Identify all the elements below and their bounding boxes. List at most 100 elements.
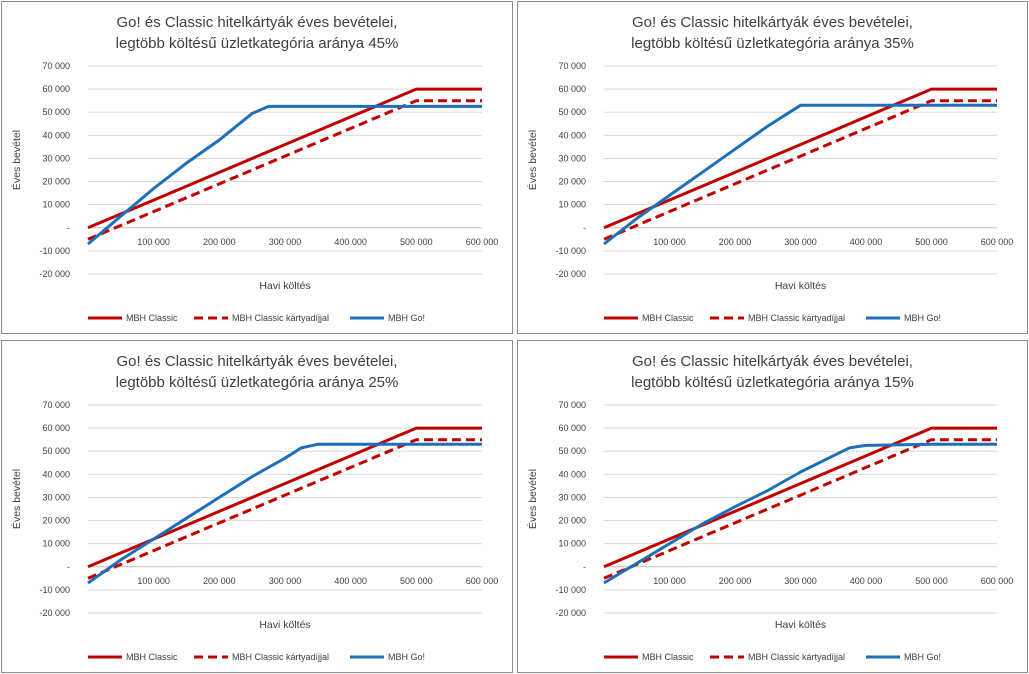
y-tick-label: 50 000 [42,107,70,117]
x-tick-label: 600 000 [981,237,1014,247]
y-tick-label: -20 000 [555,269,586,279]
y-tick-label: 50 000 [558,446,586,456]
y-tick-label: -10 000 [555,585,586,595]
y-tick-label: 40 000 [558,469,586,479]
y-axis-label: Éves bevétel [10,469,23,529]
x-tick-label: 500 000 [915,576,948,586]
chart-svg: Go! és Classic hitelkártyák éves bevétel… [10,353,499,662]
y-tick-label: 10 000 [42,539,70,549]
x-tick-label: 400 000 [850,576,883,586]
legend-label-classic-fee: MBH Classic kártyadíjjal [232,652,329,662]
y-tick-label: - [67,562,70,572]
x-tick-label: 100 000 [653,237,686,247]
x-tick-label: 100 000 [137,576,170,586]
y-tick-label: 60 000 [42,84,70,94]
x-tick-label: 500 000 [400,576,433,586]
x-tick-label: 100 000 [653,576,686,586]
chart-panel-25: Go! és Classic hitelkártyák éves bevétel… [1,340,513,673]
y-tick-label: - [583,562,586,572]
y-tick-label: -10 000 [39,246,70,256]
y-tick-label: 60 000 [558,423,586,433]
y-tick-label: 10 000 [558,539,586,549]
y-axis-label: Éves bevétel [526,469,539,529]
series-line-classic-fee [87,438,482,580]
y-tick-label: 70 000 [558,61,586,71]
chart-title-line1: Go! és Classic hitelkártyák éves bevétel… [632,14,913,31]
y-tick-label: 30 000 [42,153,70,163]
y-tick-label: -10 000 [39,585,70,595]
legend-label-classic: MBH Classic [642,652,694,662]
series-line-classic [87,87,482,230]
chart-title-line1: Go! és Classic hitelkártyák éves bevétel… [117,14,398,31]
y-tick-label: 30 000 [558,153,586,163]
chart-title-line1: Go! és Classic hitelkártyák éves bevétel… [632,353,913,370]
x-tick-label: 300 000 [784,237,817,247]
series-line-go [87,442,482,585]
legend-label-classic: MBH Classic [126,652,178,662]
x-tick-label: 300 000 [269,576,302,586]
legend-label-classic: MBH Classic [126,313,178,323]
y-axis-label: Éves bevétel [10,130,23,190]
series-line-classic [603,426,997,569]
y-tick-label: -20 000 [39,608,70,618]
y-tick-label: - [67,223,70,233]
y-tick-label: 70 000 [42,61,70,71]
series-line-classic-fee [603,99,997,241]
y-tick-label: 40 000 [558,130,586,140]
chart-panel-15: Go! és Classic hitelkártyák éves bevétel… [517,340,1028,673]
x-tick-label: 600 000 [466,576,499,586]
x-tick-label: 200 000 [203,237,236,247]
series-line-classic-fee [87,99,482,241]
y-tick-label: 20 000 [558,516,586,526]
x-axis-label: Havi költés [259,619,310,631]
x-tick-label: 500 000 [915,237,948,247]
legend-label-classic-fee: MBH Classic kártyadíjjal [748,652,845,662]
chart-svg: Go! és Classic hitelkártyák éves bevétel… [10,14,499,323]
series-line-go [603,442,997,585]
y-tick-label: 60 000 [558,84,586,94]
y-tick-label: 60 000 [42,423,70,433]
legend-label-classic-fee: MBH Classic kártyadíjjal [232,313,329,323]
x-tick-label: 400 000 [850,237,883,247]
chart-title-line2: legtöbb költésű üzletkategória aránya 35… [631,35,914,52]
y-tick-label: -10 000 [555,246,586,256]
x-axis-label: Havi költés [775,619,826,631]
x-tick-label: 600 000 [466,237,499,247]
y-axis-label: Éves bevétel [526,130,539,190]
x-axis-label: Havi költés [259,280,310,292]
x-tick-label: 200 000 [203,576,236,586]
chart-svg: Go! és Classic hitelkártyák éves bevétel… [526,353,1014,662]
legend-label-go: MBH Go! [904,652,941,662]
y-tick-label: 30 000 [558,492,586,502]
legend-label-go: MBH Go! [388,313,425,323]
chart-title-line2: legtöbb költésű üzletkategória aránya 25… [116,374,399,391]
y-tick-label: 70 000 [558,400,586,410]
y-tick-label: -20 000 [39,269,70,279]
chart-title-line2: legtöbb költésű üzletkategória aránya 15… [631,374,914,391]
chart-title-line2: legtöbb költésű üzletkategória aránya 45… [116,35,399,52]
x-tick-label: 500 000 [400,237,433,247]
y-tick-label: - [583,223,586,233]
y-tick-label: 40 000 [42,130,70,140]
y-tick-label: 10 000 [558,200,586,210]
chart-title-line1: Go! és Classic hitelkártyák éves bevétel… [117,353,398,370]
legend-label-go: MBH Go! [904,313,941,323]
chart-svg: Go! és Classic hitelkártyák éves bevétel… [526,14,1014,323]
x-tick-label: 400 000 [334,576,367,586]
series-line-go [87,104,482,246]
y-tick-label: 50 000 [558,107,586,117]
x-tick-label: 200 000 [719,237,752,247]
y-tick-label: 20 000 [558,177,586,187]
legend-label-classic-fee: MBH Classic kártyadíjjal [748,313,845,323]
series-line-classic [603,87,997,230]
y-tick-label: 20 000 [42,516,70,526]
y-tick-label: 40 000 [42,469,70,479]
x-tick-label: 200 000 [719,576,752,586]
y-tick-label: 20 000 [42,177,70,187]
y-tick-label: 10 000 [42,200,70,210]
series-line-go [603,103,997,246]
x-tick-label: 100 000 [137,237,170,247]
x-tick-label: 600 000 [981,576,1014,586]
x-tick-label: 400 000 [334,237,367,247]
legend-label-go: MBH Go! [388,652,425,662]
